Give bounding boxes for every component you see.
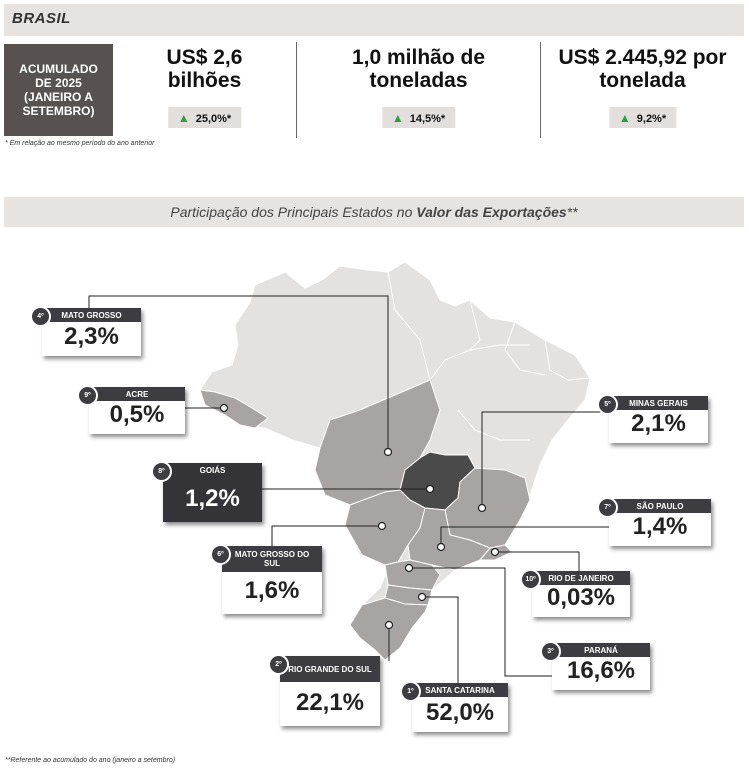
marker-minas-gerais — [477, 503, 487, 513]
state-name: MATO GROSSO DO SUL — [222, 546, 322, 572]
state-card-sao-paulo: SÃO PAULO 7º 1,4% — [597, 497, 711, 546]
section-title-suffix: ** — [566, 204, 578, 220]
divider — [296, 42, 297, 138]
state-share: 0,03% — [546, 584, 616, 611]
state-acre — [199, 389, 269, 429]
rank-badge: 10º — [520, 569, 541, 590]
state-card-parana: PARANÁ 3º 16,6% — [540, 641, 650, 690]
section-title: Participação dos Principais Estados no V… — [4, 204, 744, 220]
state-card-rio-grande-do-sul: RIO GRANDE DO SUL 2º 22,1% — [268, 654, 380, 726]
kpi-export-volume: 1,0 milhão de toneladas ▲ 14,5%* — [297, 44, 540, 136]
state-share: 1,6% — [244, 577, 300, 604]
up-arrow-icon: ▲ — [391, 111, 404, 125]
rank-badge: 6º — [210, 544, 231, 565]
kpi-change: 25,0%* — [195, 113, 232, 125]
kpi-price-per-ton: US$ 2.445,92 por tonelada ▲ 9,2%* — [541, 44, 744, 136]
state-name: RIO DE JANEIRO — [532, 571, 630, 585]
section-title-text: Participação dos Principais Estados no — [170, 204, 417, 220]
section-title-bold: Valor das Exportações — [416, 204, 567, 220]
marker-sao-paulo — [436, 542, 446, 552]
marker-mato-grosso-do-sul — [377, 521, 387, 531]
leader-lines — [88, 295, 609, 684]
state-card-goias: GOIÁS 8º 1,2% — [151, 461, 262, 522]
state-card-acre: ACRE 9º 0,5% — [77, 385, 185, 434]
state-share: 2,1% — [631, 410, 686, 437]
rank-badge: 4º — [30, 306, 51, 327]
marker-acre — [219, 403, 229, 413]
state-name: MATO GROSSO — [42, 308, 141, 322]
state-card-santa-catarina: SANTA CATARINA 1º 52,0% — [400, 681, 508, 732]
footnote-period: **Referente ao acumulado do ano (janeiro… — [5, 757, 176, 764]
up-arrow-icon: ▲ — [177, 111, 190, 125]
state-share: 0,5% — [109, 401, 165, 428]
state-name: ACRE — [89, 387, 185, 401]
period-label-box: ACUMULADO DE 2025 (JANEIRO A SETEMBRO) — [4, 44, 113, 136]
state-name: MINAS GERAIS — [609, 396, 708, 410]
marker-rio-grande-do-sul — [384, 620, 394, 630]
state-card-mato-grosso-do-sul: MATO GROSSO DO SUL 6º 1,6% — [210, 544, 322, 614]
state-name: RIO GRANDE DO SUL — [280, 656, 380, 682]
state-sao-paulo — [407, 507, 491, 571]
rank-badge: 9º — [77, 385, 98, 406]
kpi-value: US$ 2,6 bilhões — [166, 46, 243, 92]
kpi-change: 14,5%* — [409, 113, 446, 125]
marker-mato-grosso — [383, 447, 393, 457]
state-share: 2,3% — [64, 323, 119, 350]
section-header: Participação dos Principais Estados no V… — [4, 197, 744, 227]
state-markers — [219, 403, 500, 630]
marker-santa-catarina — [417, 592, 427, 602]
footnote-comparison: * Em relação ao mesmo período do ano ant… — [5, 140, 155, 147]
rank-badge: 1º — [400, 681, 421, 702]
marker-goias — [425, 484, 435, 494]
state-card-rio-de-janeiro: RIO DE JANEIRO 10º 0,03% — [520, 569, 630, 617]
kpi-change-badge: ▲ 25,0%* — [167, 107, 242, 128]
header-bar: BRASIL — [4, 4, 744, 36]
divider — [540, 42, 541, 138]
state-name: PARANÁ — [552, 643, 650, 657]
period-label: ACUMULADO DE 2025 (JANEIRO A SETEMBRO) — [19, 62, 98, 118]
state-name: SANTA CATARINA — [412, 683, 508, 697]
rank-badge: 5º — [597, 394, 618, 415]
kpi-value: US$ 2.445,92 por tonelada — [558, 46, 727, 92]
state-name: SÃO PAULO — [609, 499, 711, 513]
kpi-change-badge: ▲ 14,5%* — [381, 107, 456, 128]
state-share: 1,4% — [632, 513, 688, 540]
state-card-minas-gerais: MINAS GERAIS 5º 2,1% — [597, 394, 708, 443]
rank-badge: 8º — [151, 461, 172, 482]
kpi-change: 9,2%* — [636, 113, 667, 125]
state-share: 22,1% — [295, 689, 365, 716]
rank-badge: 2º — [268, 654, 289, 675]
state-card-mato-grosso: MATO GROSSO 4º 2,3% — [30, 306, 141, 356]
marker-rio-de-janeiro — [490, 547, 500, 557]
kpi-export-value: US$ 2,6 bilhões ▲ 25,0%* — [113, 44, 296, 136]
kpi-value: 1,0 milhão de toneladas — [351, 46, 486, 92]
state-name: GOIÁS — [163, 463, 262, 477]
state-share: 52,0% — [425, 699, 495, 726]
region-title: BRASIL — [12, 10, 71, 27]
up-arrow-icon: ▲ — [618, 111, 631, 125]
kpi-change-badge: ▲ 9,2%* — [608, 107, 677, 128]
rank-badge: 3º — [540, 641, 561, 662]
marker-parana — [404, 563, 414, 573]
rank-badge: 7º — [597, 497, 618, 518]
state-share: 16,6% — [566, 657, 636, 684]
state-share: 1,2% — [185, 485, 240, 512]
